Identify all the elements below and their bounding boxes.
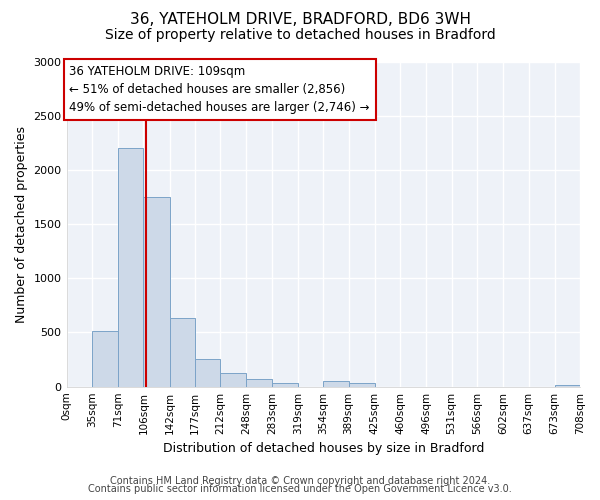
Text: 36, YATEHOLM DRIVE, BRADFORD, BD6 3WH: 36, YATEHOLM DRIVE, BRADFORD, BD6 3WH [130, 12, 470, 28]
Bar [195, 359, 220, 386]
Text: 36 YATEHOLM DRIVE: 109sqm
← 51% of detached houses are smaller (2,856)
49% of se: 36 YATEHOLM DRIVE: 109sqm ← 51% of detac… [70, 66, 370, 114]
Bar [220, 372, 247, 386]
Bar [92, 332, 118, 386]
Bar [170, 318, 195, 386]
Bar [554, 384, 580, 386]
Text: Contains public sector information licensed under the Open Government Licence v3: Contains public sector information licen… [88, 484, 512, 494]
Bar [323, 380, 349, 386]
Bar [247, 379, 272, 386]
Bar [143, 197, 170, 386]
X-axis label: Distribution of detached houses by size in Bradford: Distribution of detached houses by size … [163, 442, 484, 455]
Y-axis label: Number of detached properties: Number of detached properties [15, 126, 28, 322]
Text: Size of property relative to detached houses in Bradford: Size of property relative to detached ho… [104, 28, 496, 42]
Bar [118, 148, 143, 386]
Text: Contains HM Land Registry data © Crown copyright and database right 2024.: Contains HM Land Registry data © Crown c… [110, 476, 490, 486]
Bar [349, 383, 375, 386]
Bar [272, 384, 298, 386]
